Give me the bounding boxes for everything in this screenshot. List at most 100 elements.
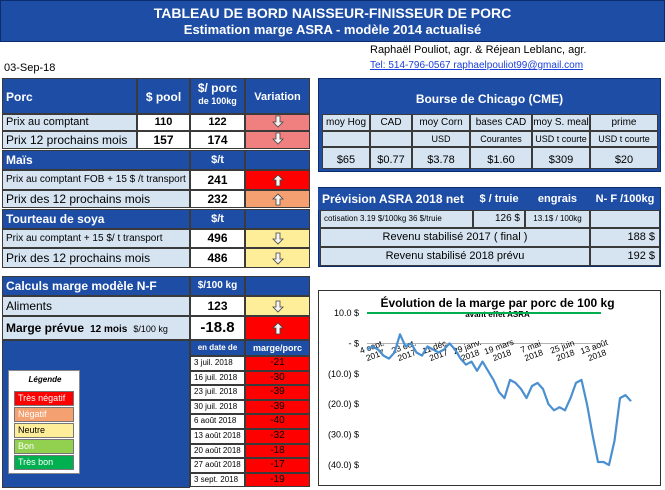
chicago-value: $1.60: [470, 147, 532, 169]
history-date: 13 août 2018: [190, 429, 245, 444]
porc-title: Porc: [2, 78, 137, 114]
prevision-truie-value: 126 $: [473, 210, 525, 228]
legend-item: Très bon: [14, 455, 74, 470]
history-marge-header: marge/porc: [245, 340, 310, 356]
revenu-2017-label: Revenu stabilisé 2017 ( final ): [320, 228, 590, 247]
soya-unit: $/t: [190, 209, 245, 229]
y-tick-label: (30.0) $: [328, 430, 359, 440]
chicago-value: $65: [322, 147, 370, 169]
revenu-2018-value: 192 $: [590, 247, 660, 266]
history-marge-value: -30: [245, 370, 310, 386]
porc-row-label: Prix au comptant: [2, 114, 137, 131]
porc-row-pool: 157: [137, 131, 190, 149]
marge-label-cell: Marge prévue 12 mois $/100 kg: [2, 316, 190, 340]
prevision-nf-header: N- F /100kg: [590, 188, 660, 210]
mais-title: Maïs: [2, 150, 190, 170]
soya-row-variation: [245, 248, 310, 268]
y-tick-label: - $: [348, 338, 359, 348]
history-date: 6 août 2018: [190, 414, 245, 429]
chicago-header: moy S. meal: [532, 114, 590, 131]
up-arrow-icon: [271, 322, 284, 335]
prevision-nf-value: [590, 210, 660, 228]
porc-row-pool: 110: [137, 114, 190, 131]
down-arrow-icon: [271, 132, 284, 145]
history-marge-value: -40: [245, 414, 310, 429]
y-tick-label: 10.0 $: [334, 308, 359, 318]
margin-evolution-chart: Évolution de la marge par porc de 100 kg…: [328, 295, 632, 470]
history-date: 3 juil. 2018: [190, 356, 245, 371]
aliments-variation: [245, 296, 310, 316]
up-arrow-icon: [271, 193, 284, 206]
soya-header-spacer: [245, 209, 310, 229]
porc-variation-header: Variation: [245, 78, 310, 114]
aliments-value: 123: [190, 296, 245, 316]
aliments-label: Aliments: [2, 296, 190, 316]
chicago-header: moy Corn: [412, 114, 470, 131]
chicago-subheader: Courantes: [470, 131, 532, 147]
chart-frame: Évolution de la marge par porc de 100 kg…: [318, 290, 661, 486]
marge-variation: [245, 316, 310, 340]
history-date: 20 août 2018: [190, 443, 245, 459]
porc-row-variation: [245, 131, 310, 149]
legend-item: Négatif: [14, 407, 74, 422]
history-marge-value: -21: [245, 356, 310, 371]
calculs-title: Calculs marge modèle N-F: [2, 276, 190, 296]
report-date: 03-Sep-18: [4, 62, 56, 74]
porc-price-header-line1: $/ porc: [197, 81, 238, 95]
dashboard-title-bar: TABLEAU DE BORD NAISSEUR-FINISSEUR DE PO…: [0, 0, 665, 42]
revenu-2017-value: 188 $: [590, 228, 660, 247]
history-date: 16 juil. 2018: [190, 370, 245, 386]
chicago-subheader: [322, 131, 370, 147]
dashboard-title: TABLEAU DE BORD NAISSEUR-FINISSEUR DE PO…: [153, 5, 512, 21]
chicago-title: Bourse de Chicago (CME): [415, 92, 564, 106]
history-marge-value: -19: [245, 472, 310, 488]
marge-period: 12 mois: [90, 324, 128, 335]
up-arrow-icon: [271, 174, 284, 187]
mais-row-variation: [245, 190, 310, 208]
down-arrow-icon: [271, 300, 284, 313]
porc-price-header: $/ porc de 100kg: [190, 78, 245, 114]
chicago-subheader: USD t courte: [590, 131, 658, 147]
chicago-header: bases CAD: [470, 114, 532, 131]
legend-item: Neutre: [14, 423, 74, 438]
chicago-header: CAD: [370, 114, 412, 131]
history-marge-value: -17: [245, 458, 310, 473]
chicago-subheader: USD t courte: [532, 131, 590, 147]
porc-row-variation: [245, 114, 310, 131]
y-tick-label: (40.0) $: [328, 460, 359, 470]
history-marge-value: -18: [245, 443, 310, 459]
chart-subtitle: avant effet ASRA: [465, 310, 530, 319]
cotisation-label: cotisation 3.19 $/100kg 36 $/truie: [320, 210, 473, 228]
down-arrow-icon: [271, 232, 284, 245]
mais-row-label: Prix des 12 prochains mois: [2, 190, 190, 208]
prevision-truie-header: $ / truie: [473, 188, 525, 210]
down-arrow-icon: [271, 115, 284, 128]
chicago-subheader: USD: [412, 131, 470, 147]
porc-row-label: Prix 12 prochains mois: [2, 131, 137, 149]
soya-row-variation: [245, 229, 310, 248]
soya-row-value: 496: [190, 229, 245, 248]
soya-row-value: 486: [190, 248, 245, 268]
mais-row-label: Prix au comptant FOB + 15 $ /t transport: [2, 170, 190, 190]
contact-text[interactable]: Tel: 514-796-0567 raphaelpouliot99@gmail…: [370, 60, 584, 71]
marge-value: -18.8: [190, 316, 245, 340]
contact-link[interactable]: Tel: 514-796-0567 raphaelpouliot99@gmail…: [370, 60, 583, 71]
mais-row-value: 241: [190, 170, 245, 190]
legend-title: Légende: [28, 375, 62, 384]
chicago-value: $0.77: [370, 147, 412, 169]
authors: Raphaël Pouliot, agr. & Réjean Leblanc, …: [370, 44, 587, 56]
history-marge-value: -32: [245, 429, 310, 444]
chicago-value: $20: [590, 147, 658, 169]
history-date: 27 août 2018: [190, 458, 245, 473]
history-date-header: en date de: [190, 340, 245, 356]
porc-row-price: 174: [190, 131, 245, 149]
chicago-value: $3.78: [412, 147, 470, 169]
soya-row-label: Prix des 12 prochains mois: [2, 248, 190, 268]
soya-row-label: Prix au comptant + 15 $/ t transport: [2, 229, 190, 248]
chicago-header: moy Hog: [322, 114, 370, 131]
prevision-title: Prévision ASRA 2018 net: [318, 188, 473, 210]
chicago-subheader: [370, 131, 412, 147]
